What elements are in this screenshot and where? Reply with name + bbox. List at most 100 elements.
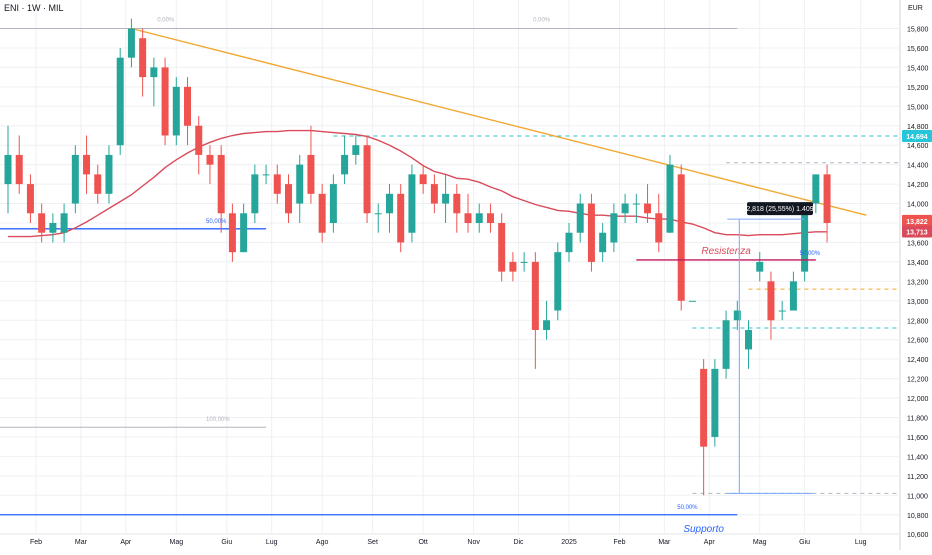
x-tick-label: Feb bbox=[613, 539, 625, 546]
candle-body bbox=[430, 184, 438, 204]
y-tick-label: 11,200 bbox=[907, 474, 928, 481]
candle-body bbox=[172, 86, 180, 136]
candle-body bbox=[756, 261, 764, 272]
fib-mid-label: 50,00% bbox=[800, 251, 821, 257]
candle-body bbox=[700, 368, 708, 447]
candle-body bbox=[161, 67, 169, 136]
candle-body bbox=[318, 193, 326, 233]
candle-body bbox=[83, 154, 91, 175]
price-label-text: 13,822 bbox=[906, 219, 928, 226]
candle-body bbox=[285, 184, 292, 214]
x-tick-label: Feb bbox=[30, 539, 42, 546]
candle-body bbox=[498, 223, 506, 272]
candle-body bbox=[60, 213, 68, 233]
y-tick-label: 15,400 bbox=[907, 65, 929, 72]
y-tick-label: 14,800 bbox=[907, 124, 929, 131]
symbol-title: ENI · 1W · MIL bbox=[4, 3, 64, 13]
y-tick-label: 12,600 bbox=[907, 338, 929, 345]
candle-body bbox=[217, 154, 225, 214]
candle-body bbox=[38, 213, 46, 233]
candle-body bbox=[419, 174, 427, 185]
resistance-label: Resistenza bbox=[701, 246, 751, 257]
y-tick-label: 12,800 bbox=[907, 318, 929, 325]
y-tick-label: 13,600 bbox=[907, 240, 929, 247]
y-tick-label: 15,600 bbox=[907, 46, 929, 53]
x-tick-label: Nov bbox=[467, 539, 480, 546]
candle-body bbox=[733, 310, 741, 321]
candle-body bbox=[644, 203, 652, 214]
candle-body bbox=[486, 213, 494, 223]
candle-body bbox=[801, 213, 809, 272]
y-tick-label: 13,000 bbox=[907, 299, 929, 306]
candle-body bbox=[116, 57, 124, 146]
measure-text: 2,818 (25,55%) 1.409 bbox=[746, 206, 813, 213]
x-tick-label: Dic bbox=[513, 539, 524, 546]
candle-body bbox=[363, 145, 371, 214]
candle-body bbox=[453, 193, 461, 214]
x-tick-label: Apr bbox=[120, 539, 132, 546]
price-label-text: 13,713 bbox=[906, 229, 928, 236]
candle-body bbox=[4, 154, 12, 185]
price-label-badge bbox=[902, 225, 932, 238]
candle-body bbox=[15, 154, 23, 185]
candle-body bbox=[554, 252, 562, 311]
candle-body bbox=[329, 184, 337, 223]
y-tick-label: 14,600 bbox=[907, 143, 929, 150]
x-tick-label: Lug bbox=[266, 539, 278, 546]
candle-body bbox=[195, 125, 203, 155]
y-tick-label: 12,000 bbox=[907, 396, 929, 403]
candle-body bbox=[464, 213, 472, 223]
y-tick-label: 14,200 bbox=[907, 182, 929, 189]
candle-body bbox=[722, 320, 730, 369]
candle-body bbox=[341, 154, 349, 175]
x-tick-label: Mar bbox=[75, 539, 88, 546]
candle-body bbox=[711, 368, 719, 437]
measure-badge bbox=[747, 202, 813, 216]
x-tick-label: Mag bbox=[169, 539, 183, 546]
x-tick-label: Ott bbox=[418, 539, 427, 546]
y-tick-label: 13,200 bbox=[907, 279, 929, 286]
fib-level-label: 100,00% bbox=[206, 417, 230, 423]
x-tick-label: Mar bbox=[658, 539, 671, 546]
candle-body bbox=[127, 28, 135, 58]
trendline bbox=[131, 27, 867, 216]
candle-body bbox=[621, 203, 629, 214]
currency-label: EUR bbox=[908, 5, 923, 12]
candle-body bbox=[49, 223, 57, 233]
x-tick-label: Giu bbox=[221, 539, 232, 546]
y-tick-label: 10,800 bbox=[907, 513, 929, 520]
candle-body bbox=[228, 213, 236, 253]
x-tick-label: Giu bbox=[799, 539, 810, 546]
y-tick-label: 12,400 bbox=[907, 357, 929, 364]
y-tick-label: 14,400 bbox=[907, 163, 929, 170]
candle-body bbox=[565, 232, 573, 253]
candle-body bbox=[94, 174, 102, 194]
y-tick-label: 15,800 bbox=[907, 27, 929, 34]
candle-body bbox=[374, 213, 382, 215]
candle-body bbox=[273, 174, 281, 194]
y-tick-label: 11,600 bbox=[907, 435, 928, 442]
price-axis-bg bbox=[900, 0, 932, 550]
candle-body bbox=[632, 203, 640, 205]
candle-body bbox=[385, 193, 393, 214]
candle-body bbox=[745, 329, 753, 350]
candle-body bbox=[139, 38, 147, 78]
candle-body bbox=[655, 213, 663, 243]
candle-body bbox=[307, 154, 315, 194]
support-label: Supporto bbox=[683, 524, 724, 535]
candle-body bbox=[251, 174, 259, 214]
y-tick-label: 15,000 bbox=[907, 104, 929, 111]
y-tick-label: 12,200 bbox=[907, 377, 929, 384]
candle-body bbox=[543, 320, 551, 330]
candle-body bbox=[778, 310, 786, 312]
candle-body bbox=[767, 281, 775, 321]
y-tick-label: 11,400 bbox=[907, 454, 928, 461]
y-tick-label: 10,600 bbox=[907, 532, 929, 539]
x-tick-label: 2025 bbox=[561, 539, 577, 546]
candle-body bbox=[442, 193, 450, 204]
candle-body bbox=[812, 174, 820, 204]
candle-body bbox=[531, 261, 539, 330]
candle-body bbox=[520, 261, 528, 263]
